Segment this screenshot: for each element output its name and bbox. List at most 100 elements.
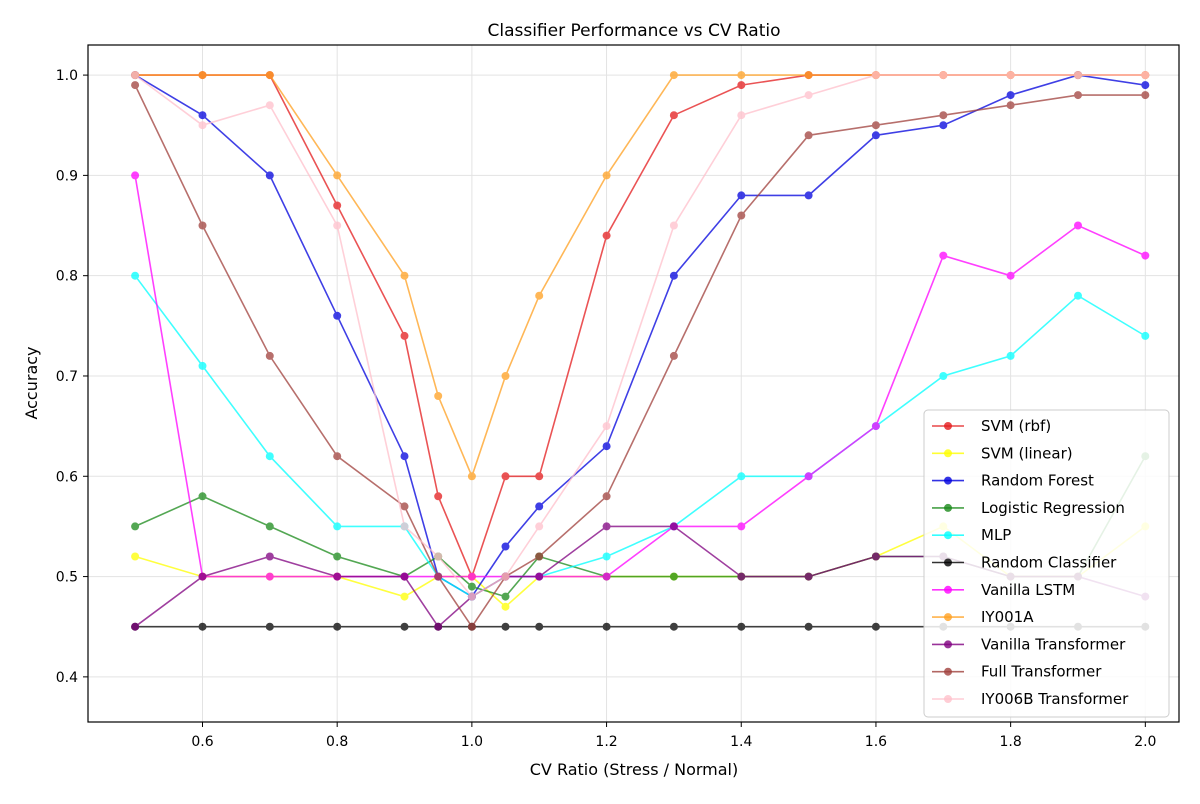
legend-swatch-marker xyxy=(944,558,952,567)
series-random-classifier-point xyxy=(804,622,813,631)
legend-label: Logistic Regression xyxy=(981,499,1125,517)
series-iy001a-point xyxy=(501,372,510,380)
series-iy006b-transformer-point xyxy=(871,71,880,80)
series-vanilla-transformer-point xyxy=(669,522,678,531)
series-logistic-regression-point xyxy=(333,552,342,561)
series-iy001a-point xyxy=(535,291,544,300)
series-random-forest-point xyxy=(602,442,611,451)
series-iy006b-transformer-point xyxy=(1074,71,1082,80)
legend-label: Random Classifier xyxy=(981,554,1117,572)
legend-label: SVM (rbf) xyxy=(981,417,1051,435)
series-mlp-point xyxy=(333,522,342,531)
series-full-transformer-point xyxy=(535,552,544,561)
series-vanilla-lstm-point xyxy=(131,171,140,180)
series-iy006b-transformer-point xyxy=(602,422,611,431)
series-vanilla-transformer-point xyxy=(804,572,813,581)
series-random-forest-point xyxy=(535,502,544,511)
series-random-forest-point xyxy=(1141,81,1150,90)
series-mlp-point xyxy=(602,552,611,561)
series-vanilla-lstm-point xyxy=(1141,251,1150,260)
series-random-forest-point xyxy=(501,542,510,551)
series-iy006b-transformer xyxy=(131,71,1150,601)
series-vanilla-transformer-point xyxy=(333,572,342,581)
series-svm-linear-point xyxy=(131,552,140,561)
series-random-forest-point xyxy=(737,191,746,200)
series-vanilla-lstm-point xyxy=(467,572,476,581)
series-full-transformer-point xyxy=(198,221,207,230)
series-iy001a-point xyxy=(602,171,611,180)
series-vanilla-transformer-point xyxy=(535,572,544,581)
series-random-forest-point xyxy=(333,311,342,320)
series-mlp-point xyxy=(1006,351,1015,360)
series-random-classifier-point xyxy=(535,622,544,631)
legend-swatch-marker xyxy=(944,613,952,622)
y-axis-label: Accuracy xyxy=(22,346,41,419)
legend-swatch-marker xyxy=(944,695,952,703)
series-random-forest-point xyxy=(804,191,813,200)
x-tick-label: 1.2 xyxy=(595,734,617,750)
series-iy001a-point xyxy=(400,271,409,280)
series-random-classifier-point xyxy=(400,622,409,631)
series-vanilla-transformer-point xyxy=(131,622,140,631)
legend-label: Random Forest xyxy=(981,472,1094,490)
series-svm-rbf-point xyxy=(434,492,443,501)
legend-swatch-marker xyxy=(944,585,952,594)
x-tick-label: 1.8 xyxy=(1000,734,1022,750)
series-logistic-regression-point xyxy=(131,522,140,531)
series-svm-rbf-point xyxy=(602,231,611,240)
legend-item-svm-linear: SVM (linear) xyxy=(932,444,1073,462)
series-iy001a-point xyxy=(467,472,476,481)
chart-title: Classifier Performance vs CV Ratio xyxy=(487,21,780,41)
series-iy001a-point xyxy=(737,71,746,80)
legend-label: SVM (linear) xyxy=(981,444,1073,462)
series-random-classifier-point xyxy=(737,622,746,631)
legend-swatch-marker xyxy=(944,640,952,649)
x-tick-label: 1.0 xyxy=(461,734,483,750)
series-mlp-point xyxy=(939,372,948,380)
y-tick-label: 0.7 xyxy=(56,369,78,385)
legend-label: MLP xyxy=(981,526,1011,544)
series-random-classifier-point xyxy=(501,622,510,631)
legend-label: Full Transformer xyxy=(981,663,1102,681)
series-mlp-point xyxy=(265,452,274,461)
y-tick-label: 0.4 xyxy=(56,670,78,686)
axis-ticks: 0.6 0.8 1.0 1.2 1.4 1.6 1.8 2.0 0.4 0.5 0.6 0.7 0.8 0… xyxy=(56,68,1157,750)
legend-label: IY006B Transformer xyxy=(981,690,1129,708)
plot-frame xyxy=(87,44,1180,723)
series-iy006b-transformer-point xyxy=(434,552,443,561)
series-random-forest-point xyxy=(198,111,207,120)
series-vanilla-transformer-point xyxy=(871,552,880,561)
series-vanilla-transformer-point xyxy=(737,572,746,581)
series-svm-rbf-point xyxy=(737,81,746,90)
y-tick-label: 0.5 xyxy=(56,570,78,586)
series-vanilla-lstm-point xyxy=(737,522,746,531)
series-iy006b-transformer-point xyxy=(1006,71,1015,80)
series-full-transformer-point xyxy=(871,121,880,130)
series-iy006b-transformer-point xyxy=(939,71,948,80)
series-vanilla-transformer-point xyxy=(400,572,409,581)
series-random-forest-point xyxy=(871,131,880,140)
series-svm-rbf-point xyxy=(400,331,409,340)
legend-item-iy001a: IY001A xyxy=(932,608,1034,626)
series-random-classifier-point xyxy=(198,622,207,631)
series-iy006b-transformer-point xyxy=(669,221,678,230)
legend-swatch-marker xyxy=(944,476,952,485)
series-svm-rbf-point xyxy=(535,472,544,481)
series-vanilla-transformer-point xyxy=(434,622,443,631)
series-full-transformer-point xyxy=(602,492,611,501)
series-full-transformer-point xyxy=(737,211,746,220)
series-full-transformer-point xyxy=(939,111,948,120)
series-iy006b-transformer-point xyxy=(333,221,342,230)
y-tick-label: 0.9 xyxy=(56,168,78,184)
series-svm-linear-point xyxy=(501,602,510,611)
series-iy001a-point xyxy=(198,71,207,80)
series-iy006b-transformer-point xyxy=(198,121,207,130)
series-random-classifier-point xyxy=(333,622,342,631)
series-full-transformer-point xyxy=(669,351,678,360)
series-random-forest-point xyxy=(939,121,948,130)
series-vanilla-lstm-point xyxy=(602,572,611,581)
series-vanilla-lstm-point xyxy=(939,251,948,260)
y-tick-label: 0.6 xyxy=(56,469,78,485)
x-tick-label: 0.8 xyxy=(326,734,348,750)
